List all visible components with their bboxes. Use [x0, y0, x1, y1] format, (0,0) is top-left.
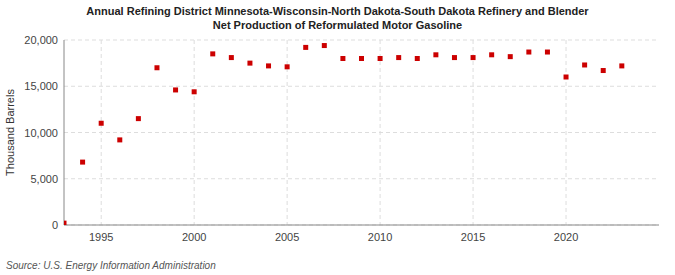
- y-tick-label: 20,000: [24, 34, 58, 46]
- point: [545, 50, 550, 55]
- grid-line-x: [101, 40, 102, 225]
- point: [192, 89, 197, 94]
- title-line: Annual Refining District Minnesota-Wisco…: [86, 5, 589, 17]
- y-tick-label: 5,000: [30, 173, 58, 185]
- point: [564, 75, 569, 80]
- title-line: Net Production of Reformulated Motor Gas…: [213, 19, 462, 31]
- point: [247, 61, 252, 66]
- grid-line-y: [64, 86, 659, 87]
- point: [322, 43, 327, 48]
- point: [266, 63, 271, 68]
- y-tick-label: 10,000: [24, 127, 58, 139]
- point: [471, 55, 476, 60]
- x-tick-label: 2000: [182, 231, 206, 243]
- chart: Annual Refining District Minnesota-Wisco…: [0, 0, 675, 275]
- grid-line-x: [566, 40, 567, 225]
- x-tick-label: 2020: [554, 231, 578, 243]
- point: [433, 52, 438, 57]
- point: [378, 56, 383, 61]
- grid-line-x: [380, 40, 381, 225]
- point: [136, 116, 141, 121]
- point: [80, 160, 85, 165]
- point: [508, 54, 513, 59]
- grid-line-y: [64, 132, 659, 133]
- x-tick-label: 1995: [89, 231, 113, 243]
- x-tick-label: 2015: [461, 231, 485, 243]
- point: [303, 45, 308, 50]
- y-tick-label: 15,000: [24, 80, 58, 92]
- points: [64, 43, 624, 225]
- point: [526, 50, 531, 55]
- point: [452, 55, 457, 60]
- point: [415, 56, 420, 61]
- point: [210, 51, 215, 56]
- y-tick-label: 0: [52, 219, 58, 231]
- x-axis-line: [64, 225, 659, 226]
- point: [340, 56, 345, 61]
- x-tick-label: 2005: [275, 231, 299, 243]
- point: [396, 55, 401, 60]
- grid-line-x: [473, 40, 474, 225]
- point: [99, 121, 104, 126]
- grid-line-y: [64, 40, 659, 41]
- point: [64, 221, 67, 225]
- grid-line-y: [64, 225, 659, 226]
- title: Annual Refining District Minnesota-Wisco…: [86, 5, 589, 31]
- grid-line-y: [64, 178, 659, 179]
- point: [601, 68, 606, 73]
- annotation: Source: U.S. Energy Information Administ…: [6, 260, 216, 271]
- y-axis-label: Thousand Barrels: [4, 89, 16, 176]
- point: [489, 52, 494, 57]
- point: [359, 56, 364, 61]
- point: [285, 64, 290, 69]
- y-axis-line: [64, 40, 65, 225]
- point: [619, 63, 624, 68]
- point: [117, 137, 122, 142]
- point: [229, 55, 234, 60]
- grid-line-x: [194, 40, 195, 225]
- point: [154, 65, 159, 70]
- background: [0, 0, 675, 275]
- point: [173, 87, 178, 92]
- x-tick-label: 2010: [368, 231, 392, 243]
- point: [582, 62, 587, 67]
- grid: [64, 40, 659, 225]
